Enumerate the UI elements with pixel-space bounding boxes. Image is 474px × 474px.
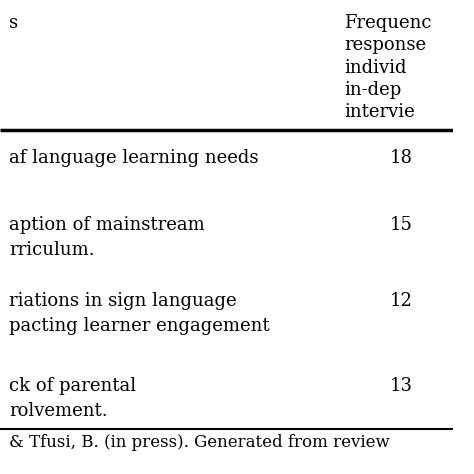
Text: aption of mainstream
rriculum.: aption of mainstream rriculum.: [9, 216, 205, 259]
Text: Frequenc: Frequenc: [345, 14, 432, 32]
Text: individ: individ: [345, 59, 407, 77]
Text: riations in sign language
pacting learner engagement: riations in sign language pacting learne…: [9, 292, 270, 335]
Text: ck of parental
rolvement.: ck of parental rolvement.: [9, 377, 136, 420]
Text: 12: 12: [390, 292, 413, 310]
Text: 13: 13: [390, 377, 413, 395]
Text: & Tfusi, B. (in press). Generated from review: & Tfusi, B. (in press). Generated from r…: [9, 434, 390, 451]
Text: response: response: [345, 36, 427, 55]
Text: af language learning needs: af language learning needs: [9, 149, 258, 167]
Text: s: s: [9, 14, 18, 32]
Text: intervie: intervie: [345, 103, 415, 121]
Text: 15: 15: [390, 216, 413, 234]
Text: 18: 18: [390, 149, 413, 167]
Text: in-dep: in-dep: [345, 81, 402, 99]
